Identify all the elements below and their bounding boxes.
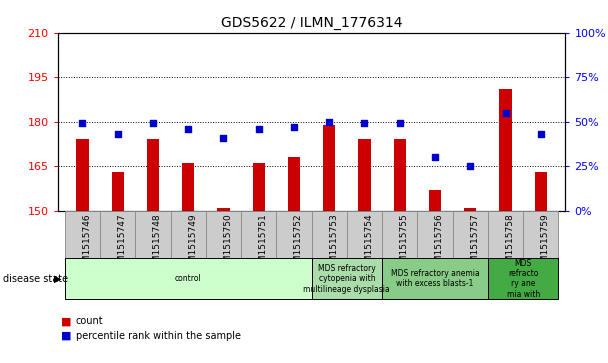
Point: [500, 110, 510, 115]
FancyBboxPatch shape: [488, 258, 558, 299]
Bar: [464, 208, 477, 211]
Text: MDS refractory anemia
with excess blasts-1: MDS refractory anemia with excess blasts…: [390, 269, 479, 288]
Text: GSM1515750: GSM1515750: [224, 213, 232, 274]
Point: [219, 135, 229, 140]
Bar: [323, 125, 336, 211]
FancyBboxPatch shape: [65, 211, 100, 258]
Text: GSM1515754: GSM1515754: [364, 213, 373, 274]
Point: [395, 121, 404, 126]
Bar: [429, 190, 441, 211]
Text: GSM1515749: GSM1515749: [188, 213, 197, 274]
Text: ▶: ▶: [54, 274, 61, 284]
Text: count: count: [76, 316, 103, 326]
FancyBboxPatch shape: [382, 211, 417, 258]
FancyBboxPatch shape: [382, 258, 488, 299]
FancyBboxPatch shape: [311, 211, 347, 258]
Text: GSM1515752: GSM1515752: [294, 213, 303, 274]
FancyBboxPatch shape: [523, 211, 558, 258]
Bar: [499, 89, 512, 211]
Bar: [111, 172, 124, 211]
FancyBboxPatch shape: [311, 258, 382, 299]
Text: GSM1515755: GSM1515755: [399, 213, 409, 274]
Text: GSM1515746: GSM1515746: [83, 213, 91, 274]
FancyBboxPatch shape: [417, 211, 452, 258]
Bar: [288, 157, 300, 211]
Text: disease state: disease state: [3, 274, 68, 284]
Point: [78, 121, 88, 126]
Text: GSM1515747: GSM1515747: [118, 213, 126, 274]
Point: [465, 163, 475, 169]
Bar: [217, 208, 230, 211]
FancyBboxPatch shape: [488, 211, 523, 258]
FancyBboxPatch shape: [171, 211, 206, 258]
Text: GSM1515759: GSM1515759: [541, 213, 550, 274]
Text: GSM1515753: GSM1515753: [329, 213, 338, 274]
Text: MDS refractory
cytopenia with
multilineage dysplasia: MDS refractory cytopenia with multilinea…: [303, 264, 390, 294]
Text: ■: ■: [61, 331, 71, 341]
FancyBboxPatch shape: [206, 211, 241, 258]
Bar: [393, 139, 406, 211]
Point: [148, 121, 158, 126]
Text: percentile rank within the sample: percentile rank within the sample: [76, 331, 241, 341]
FancyBboxPatch shape: [65, 258, 311, 299]
Text: control: control: [175, 274, 202, 283]
Bar: [76, 139, 89, 211]
Bar: [147, 139, 159, 211]
FancyBboxPatch shape: [452, 211, 488, 258]
Text: ■: ■: [61, 316, 71, 326]
FancyBboxPatch shape: [347, 211, 382, 258]
Bar: [252, 163, 265, 211]
FancyBboxPatch shape: [136, 211, 171, 258]
Point: [430, 154, 440, 160]
Text: MDS
refracto
ry ane
mia with: MDS refracto ry ane mia with: [506, 258, 540, 299]
Title: GDS5622 / ILMN_1776314: GDS5622 / ILMN_1776314: [221, 16, 402, 30]
Point: [359, 121, 369, 126]
Text: GSM1515757: GSM1515757: [470, 213, 479, 274]
Bar: [358, 139, 371, 211]
Text: GSM1515758: GSM1515758: [505, 213, 514, 274]
Point: [324, 119, 334, 125]
Point: [113, 131, 123, 137]
Bar: [534, 172, 547, 211]
Text: GSM1515756: GSM1515756: [435, 213, 444, 274]
Point: [536, 131, 545, 137]
Text: GSM1515751: GSM1515751: [259, 213, 268, 274]
Point: [289, 124, 299, 130]
Point: [254, 126, 264, 132]
FancyBboxPatch shape: [277, 211, 311, 258]
FancyBboxPatch shape: [100, 211, 136, 258]
Bar: [182, 163, 195, 211]
Point: [184, 126, 193, 132]
FancyBboxPatch shape: [241, 211, 277, 258]
Text: GSM1515748: GSM1515748: [153, 213, 162, 274]
